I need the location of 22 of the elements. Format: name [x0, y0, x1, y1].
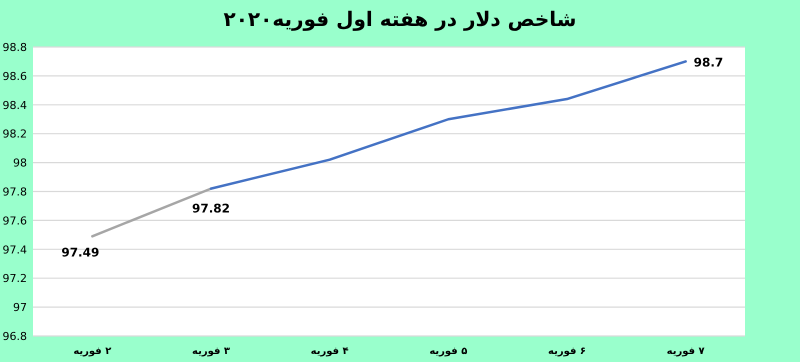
y-tick-label: 97: [13, 301, 27, 314]
y-tick-label: 98.6: [2, 70, 27, 83]
x-tick-label: ۷ فوریه: [666, 346, 705, 357]
y-tick-label: 98.2: [2, 128, 27, 141]
x-tick-label: ۶ فوریه: [548, 346, 586, 357]
data-label: 97.49: [61, 245, 100, 260]
y-tick-label: 97.4: [2, 243, 27, 256]
x-tick-label: ۴ فوریه: [310, 346, 349, 357]
line-series: [210, 60, 687, 190]
y-tick-label: 98.8: [2, 41, 27, 54]
x-tick-label: ۵ فوریه: [429, 346, 468, 357]
x-tick-label: ۳ فوریه: [192, 346, 230, 357]
data-label: 98.7: [694, 55, 724, 70]
x-tick-label: ۲ فوریه: [73, 346, 112, 357]
data-label: 97.82: [192, 202, 230, 216]
y-tick-label: 98.4: [2, 98, 27, 112]
y-tick-label: 96.8: [2, 330, 27, 343]
chart-title: شاخص دلار در هفته اول فوریه۲۰۲۰: [224, 7, 576, 31]
y-tick-label: 97.8: [2, 186, 27, 198]
y-tick-label: 98: [13, 156, 27, 170]
y-tick-label: 97.6: [2, 214, 27, 228]
y-tick-label: 97.2: [2, 272, 27, 286]
